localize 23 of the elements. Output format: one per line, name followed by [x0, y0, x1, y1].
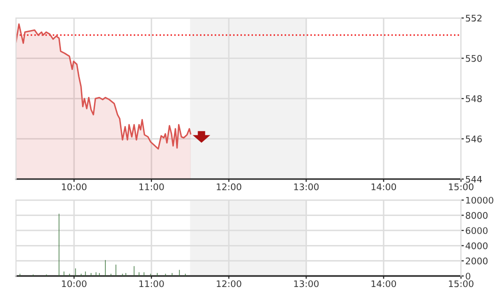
x-tick-label: 12:00	[216, 280, 242, 288]
y-tick-label: 548	[466, 95, 482, 102]
y-tick-label: 546	[466, 136, 482, 142]
x-tick-label: 10:00	[62, 183, 86, 190]
x-tick-label: 11:00	[139, 183, 164, 190]
x-tick-label: 10:00	[62, 280, 86, 288]
x-tick-label: 14:00	[372, 183, 396, 190]
x-tick-label: 15:00	[448, 183, 474, 190]
y-tick-label: 544	[466, 176, 482, 183]
y-tick-label: 0	[466, 272, 470, 280]
x-tick-label: 14:00	[372, 280, 396, 288]
y-tick-label: 6000	[466, 227, 488, 234]
y-tick-label: 2000	[466, 258, 488, 264]
x-tick-label: 11:00	[139, 280, 164, 288]
y-tick-label: 550	[466, 55, 482, 62]
x-tick-label: 12:00	[216, 183, 242, 190]
x-tick-label: 13:00	[294, 280, 319, 288]
y-tick-label: 8000	[466, 212, 488, 219]
x-tick-label: 15:00	[448, 280, 474, 288]
x-tick-label: 13:00	[294, 183, 319, 190]
y-tick-label: 4000	[466, 242, 488, 250]
y-tick-label: 552	[466, 14, 482, 22]
y-tick-label: 10000	[466, 196, 494, 204]
